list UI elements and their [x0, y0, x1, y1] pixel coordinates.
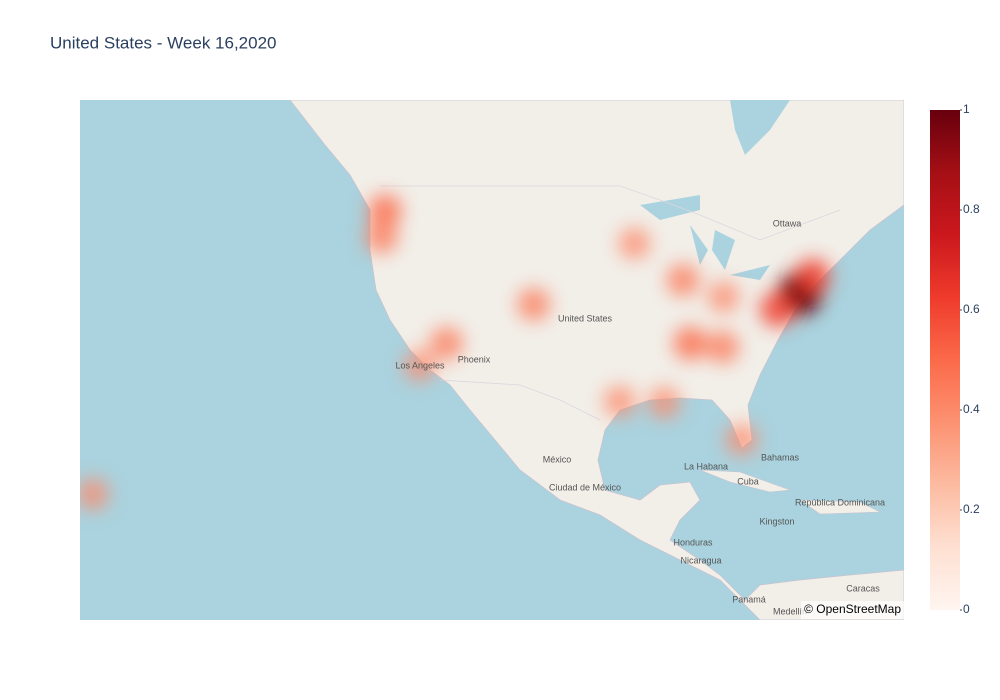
attribution[interactable]: © OpenStreetMap	[804, 602, 901, 616]
heat-point	[673, 326, 708, 361]
place-label: Panamá	[732, 594, 766, 604]
heat-point	[80, 477, 109, 510]
place-label: Nicaragua	[680, 555, 721, 565]
heat-point	[365, 220, 399, 254]
colorbar-tick-label: 0	[963, 602, 970, 616]
heat-point	[618, 227, 651, 260]
heat-point	[517, 287, 551, 321]
baja	[447, 390, 497, 470]
place-label: Caracas	[846, 583, 880, 593]
heat-point	[725, 423, 758, 456]
heat-point	[368, 193, 403, 228]
colorbar-tick-label: 0.8	[963, 202, 980, 216]
place-label: Kingston	[759, 516, 794, 526]
heat-layer	[80, 193, 831, 510]
place-label: Ciudad de México	[549, 482, 621, 492]
heat-point	[794, 258, 831, 295]
heat-point	[648, 386, 681, 419]
heat-point	[403, 349, 436, 382]
colorbar-tick-label: 0.4	[963, 402, 980, 416]
heat-point	[706, 330, 740, 364]
hudson-bay	[730, 100, 790, 155]
place-label: Honduras	[673, 537, 713, 547]
place-label: Bahamas	[761, 452, 800, 462]
place-label: La Habana	[684, 461, 728, 471]
place-label: República Dominicana	[795, 497, 885, 507]
colorbar-tick-label: 0.2	[963, 502, 980, 516]
heat-point	[759, 291, 796, 328]
map: Ottawa United States Phoenix Los Angeles…	[80, 100, 904, 620]
heat-point	[430, 326, 464, 360]
place-label: Medellín	[773, 606, 807, 616]
place-label: United States	[558, 313, 613, 323]
cuba	[699, 469, 791, 493]
place-label: Phoenix	[458, 354, 491, 364]
colorbar	[930, 110, 960, 610]
place-label: Los Angeles	[395, 360, 445, 370]
place-label: México	[543, 454, 572, 464]
heat-point	[603, 385, 636, 418]
heat-point	[707, 280, 740, 313]
place-label: Ottawa	[773, 218, 802, 228]
heat-point	[666, 263, 700, 297]
chart-title: United States - Week 16,2020	[50, 33, 277, 52]
place-label: Cuba	[737, 476, 759, 486]
colorbar-tick-label: 0.6	[963, 302, 980, 316]
borders	[380, 185, 841, 421]
great-lakes	[640, 195, 770, 280]
attribution-bg	[801, 601, 904, 619]
colorbar-tick-label: 1	[963, 102, 970, 116]
hispaniola	[799, 499, 881, 515]
